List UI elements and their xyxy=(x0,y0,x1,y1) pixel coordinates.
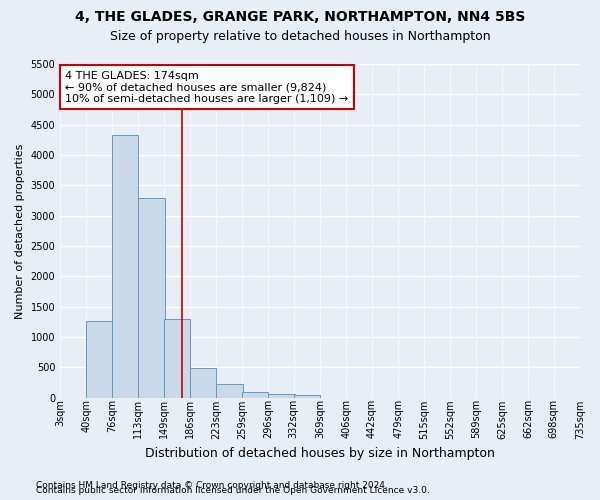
Bar xyxy=(217,384,242,398)
Bar xyxy=(138,198,164,398)
Text: 4 THE GLADES: 174sqm
← 90% of detached houses are smaller (9,824)
10% of semi-de: 4 THE GLADES: 174sqm ← 90% of detached h… xyxy=(65,70,349,104)
X-axis label: Distribution of detached houses by size in Northampton: Distribution of detached houses by size … xyxy=(145,447,495,460)
Y-axis label: Number of detached properties: Number of detached properties xyxy=(15,143,25,318)
Bar xyxy=(242,392,268,398)
Text: Size of property relative to detached houses in Northampton: Size of property relative to detached ho… xyxy=(110,30,490,43)
Bar xyxy=(268,394,295,398)
Bar xyxy=(112,135,138,398)
Text: Contains public sector information licensed under the Open Government Licence v3: Contains public sector information licen… xyxy=(36,486,430,495)
Text: 4, THE GLADES, GRANGE PARK, NORTHAMPTON, NN4 5BS: 4, THE GLADES, GRANGE PARK, NORTHAMPTON,… xyxy=(75,10,525,24)
Bar xyxy=(86,320,113,398)
Bar xyxy=(294,394,320,398)
Bar xyxy=(164,320,190,398)
Text: Contains HM Land Registry data © Crown copyright and database right 2024.: Contains HM Land Registry data © Crown c… xyxy=(36,481,388,490)
Bar xyxy=(190,368,217,398)
